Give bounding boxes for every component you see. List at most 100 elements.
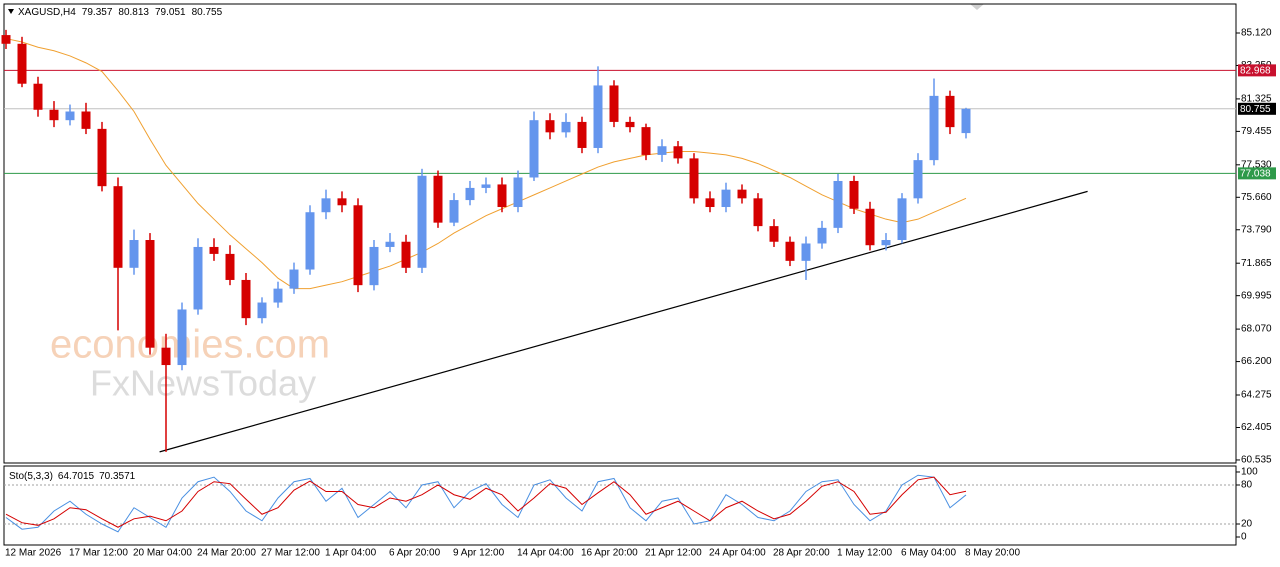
candle-body: [881, 240, 891, 246]
candle-body: [833, 180, 843, 228]
candle-body: [561, 121, 571, 133]
price-label: 77.038: [1240, 168, 1271, 179]
y-tick-label: 64.275: [1241, 390, 1272, 401]
candle-body: [689, 158, 699, 199]
candle-body: [865, 208, 875, 246]
candle-body: [385, 241, 395, 247]
menu-arrow: [8, 9, 14, 14]
candle-body: [929, 95, 939, 161]
candle-body: [657, 146, 667, 155]
x-tick-label: 16 Apr 20:00: [581, 548, 638, 559]
x-tick-label: 1 Apr 04:00: [325, 548, 377, 559]
y-tick-label: 75.660: [1241, 192, 1272, 203]
candle-body: [737, 189, 747, 199]
indicator-value: 64.7015: [58, 471, 95, 482]
candle-body: [577, 121, 587, 148]
header-open: 79.357: [82, 7, 113, 18]
y-tick-label: 68.070: [1241, 324, 1272, 335]
candle-body: [609, 85, 619, 122]
x-tick-label: 9 Apr 12:00: [453, 548, 505, 559]
watermark-brand: economies.com: [50, 323, 330, 367]
x-tick-label: 1 May 12:00: [837, 548, 892, 559]
plot-frame: [3, 465, 1237, 546]
candle-body: [721, 189, 731, 208]
candle-body: [369, 246, 379, 286]
candle-body: [513, 177, 523, 208]
candle-body: [433, 175, 443, 223]
candle-body: [817, 227, 827, 244]
candle-body: [129, 240, 139, 268]
candle-body: [801, 243, 811, 261]
candle-body: [497, 184, 507, 208]
y-tick-label: 20: [1241, 519, 1253, 530]
candle-body: [785, 241, 795, 261]
y-tick-label: 79.455: [1241, 126, 1272, 137]
oscillator-line: [5, 474, 967, 533]
y-tick-label: 81.325: [1241, 94, 1272, 105]
oscillator-line: [5, 476, 967, 528]
header-close: 80.755: [192, 7, 223, 18]
candle-body: [33, 83, 43, 110]
candle-body: [353, 205, 363, 286]
candle-body: [465, 187, 475, 201]
candle-body: [673, 146, 683, 159]
candle-body: [945, 95, 955, 128]
candle-body: [289, 269, 299, 289]
candle-body: [193, 246, 203, 310]
candle-body: [529, 120, 539, 178]
candle-body: [97, 128, 107, 187]
x-tick-label: 21 Apr 12:00: [645, 548, 702, 559]
y-tick-label: 66.200: [1241, 356, 1272, 367]
x-tick-label: 24 Mar 20:00: [197, 548, 256, 559]
candle-body: [417, 175, 427, 268]
x-tick-label: 6 May 04:00: [901, 548, 956, 559]
candle-body: [49, 109, 59, 121]
indicator-name: Sto(5,3,3): [9, 471, 53, 482]
y-tick-label: 85.120: [1241, 28, 1272, 39]
candle-body: [705, 198, 715, 208]
candle-body: [401, 241, 411, 268]
candle-body: [17, 43, 27, 84]
y-tick-label: 77.530: [1241, 159, 1272, 170]
candle-body: [113, 186, 123, 268]
candle-body: [161, 347, 171, 366]
y-tick-label: 73.790: [1241, 224, 1272, 235]
candle-body: [769, 226, 779, 242]
price-label: 80.755: [1240, 104, 1271, 115]
x-tick-label: 24 Apr 04:00: [709, 548, 766, 559]
candle-body: [1, 35, 11, 44]
candle-body: [897, 198, 907, 241]
candle-body: [913, 160, 923, 199]
candle-body: [545, 120, 555, 133]
candle-body: [961, 108, 971, 134]
price-label-box: [1238, 64, 1276, 77]
y-tick-label: 71.865: [1241, 258, 1272, 269]
y-tick-label: 60.535: [1241, 455, 1272, 466]
candle-body: [145, 240, 155, 348]
symbol: XAGUSD,H4: [18, 7, 76, 18]
candle-body: [225, 253, 235, 280]
candle-body: [81, 111, 91, 129]
trendline: [159, 190, 1088, 453]
x-tick-label: 12 Mar 2026: [5, 548, 62, 559]
candle-body: [321, 198, 331, 213]
candle-body: [177, 309, 187, 366]
x-tick-label: 6 Apr 20:00: [389, 548, 441, 559]
header-high: 80.813: [118, 7, 149, 18]
candle-body: [273, 288, 283, 303]
y-tick-label: 62.405: [1241, 422, 1272, 433]
indicator-title: Sto(5,3,3) 64.7015 70.3571: [9, 471, 136, 482]
candle-body: [625, 121, 635, 128]
chart-header: XAGUSD,H4 79.357 80.813 79.051 80.755: [18, 7, 223, 18]
candle-body: [593, 85, 603, 148]
x-tick-label: 8 May 20:00: [965, 548, 1020, 559]
candle-body: [449, 200, 459, 223]
watermark-sub: FxNewsToday: [90, 363, 316, 404]
x-tick-label: 27 Mar 12:00: [261, 548, 320, 559]
header-low: 79.051: [155, 7, 186, 18]
candle-body: [849, 180, 859, 209]
indicator-value: 70.3571: [99, 471, 136, 482]
y-tick-label: 69.995: [1241, 290, 1272, 301]
